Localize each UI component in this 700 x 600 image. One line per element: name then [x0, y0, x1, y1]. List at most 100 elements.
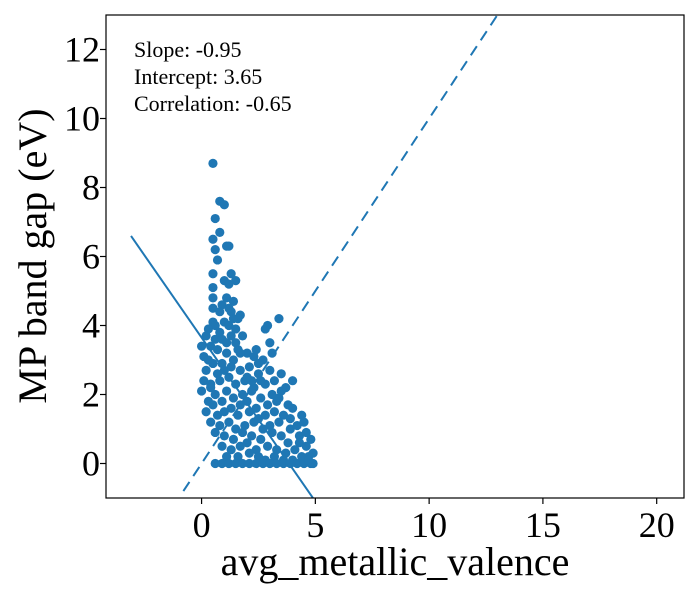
- scatter-point: [228, 296, 239, 306]
- scatter-point: [217, 300, 227, 310]
- y-tick-label: 2: [82, 375, 100, 415]
- scatter-point: [237, 458, 248, 469]
- scatter-point: [226, 331, 236, 341]
- annotation-intercept: Intercept: 3.65: [134, 64, 262, 89]
- scatter-point: [237, 427, 248, 438]
- scatter-point: [244, 448, 254, 458]
- scatter-point: [237, 389, 248, 400]
- scatter-point: [267, 389, 277, 400]
- scatter-point: [208, 358, 218, 369]
- scatter-point: [215, 307, 225, 317]
- scatter-point: [206, 383, 216, 393]
- scatter-point: [212, 345, 223, 355]
- scatter-point: [228, 393, 239, 403]
- scatter-point: [281, 383, 291, 393]
- scatter-point: [217, 358, 227, 369]
- scatter-point: [251, 445, 261, 455]
- scatter-point: [285, 414, 295, 424]
- scatter-point: [217, 441, 227, 451]
- scatter-point: [217, 396, 227, 406]
- scatter-point: [265, 420, 275, 431]
- scatter-point: [269, 376, 279, 386]
- scatter-point: [228, 434, 239, 444]
- scatter-point: [208, 293, 218, 303]
- scatter-point: [285, 458, 295, 469]
- scatter-point: [210, 245, 220, 255]
- scatter-point: [206, 341, 216, 351]
- scatter-point: [276, 369, 286, 379]
- scatter-point: [290, 445, 300, 455]
- scatter-point: [267, 427, 277, 438]
- scatter-point: [256, 434, 266, 444]
- scatter-point: [249, 351, 259, 362]
- scatter-point: [278, 458, 289, 469]
- scatter-point: [222, 338, 232, 348]
- scatter-point: [210, 334, 220, 344]
- scatter-point: [301, 441, 311, 451]
- scatter-point: [308, 448, 318, 458]
- scatter-point: [265, 458, 275, 469]
- scatter-point: [215, 376, 225, 386]
- scatter-point: [260, 410, 270, 420]
- scatter-point: [208, 269, 218, 279]
- plot-area: [130, 15, 499, 498]
- scatter-point: [231, 424, 241, 434]
- scatter-point: [226, 269, 236, 279]
- scatter-point: [299, 417, 309, 427]
- scatter-point: [208, 158, 218, 168]
- scatter-point: [233, 410, 243, 420]
- x-tick-label: 20: [639, 505, 675, 545]
- x-axis-label: avg_metallic_valence: [221, 539, 570, 584]
- annotation-box: Slope: -0.95 Intercept: 3.65 Correlation…: [134, 37, 292, 116]
- scatter-point: [244, 407, 254, 417]
- scatter-point: [244, 458, 254, 469]
- scatter-point: [217, 458, 227, 469]
- scatter-point: [222, 452, 232, 462]
- scatter-point: [253, 452, 264, 462]
- scatter-point: [231, 379, 241, 389]
- scatter-point: [235, 348, 245, 358]
- scatter-point: [203, 324, 214, 334]
- scatter-point: [292, 420, 302, 431]
- scatter-point: [215, 420, 225, 431]
- annotation-correlation: Correlation: -0.65: [134, 91, 292, 116]
- scatter-point: [242, 372, 252, 382]
- scatter-point: [208, 303, 218, 313]
- scatter-point: [292, 458, 302, 469]
- scatter-point: [262, 400, 273, 410]
- scatter-point: [222, 293, 232, 303]
- scatter-point: [258, 458, 268, 469]
- scatter-point: [278, 410, 289, 420]
- scatter-point: [226, 445, 236, 455]
- scatter-point: [265, 338, 275, 348]
- scatter-point: [283, 438, 293, 448]
- scatter-point: [247, 386, 257, 396]
- axis-ticks: 0 5 10 15 20 0 2 4 6 8 10 12: [64, 30, 675, 546]
- y-tick-label: 4: [82, 306, 100, 346]
- scatter-point: [242, 438, 252, 448]
- scatter-point: [272, 445, 282, 455]
- scatter-point: [231, 338, 241, 348]
- scatter-point: [206, 417, 216, 427]
- scatter-point: [224, 279, 234, 289]
- scatter-point: [235, 400, 245, 410]
- scatter-point: [262, 441, 273, 451]
- scatter-point: [212, 369, 223, 379]
- scatter-point: [208, 234, 218, 244]
- scatter-point: [251, 403, 261, 413]
- scatter-point: [242, 348, 252, 358]
- scatter-point: [219, 200, 229, 210]
- scatter-point: [222, 348, 232, 358]
- scatter-point: [251, 345, 261, 355]
- scatter-point: [235, 441, 245, 451]
- y-tick-label: 12: [64, 30, 100, 70]
- scatter-point: [215, 327, 225, 337]
- scatter-point: [294, 438, 305, 448]
- scatter-point: [244, 362, 254, 372]
- scatter-point: [196, 386, 207, 396]
- scatter-point: [237, 331, 248, 341]
- scatter-point: [210, 213, 220, 224]
- scatter-point: [269, 407, 279, 417]
- scatter-point: [231, 324, 241, 334]
- y-tick-label: 8: [82, 168, 100, 208]
